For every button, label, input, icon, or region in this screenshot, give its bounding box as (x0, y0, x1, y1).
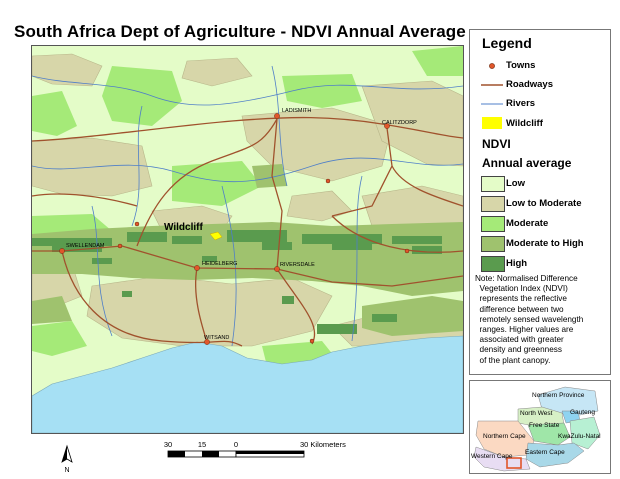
inset-label-eastern-cape: Eastern Cape (525, 449, 565, 456)
map-title: South Africa Dept of Agriculture - NDVI … (14, 22, 466, 41)
towns: LADISMITH CALITZDORP SWELLENDAM HEIDELBE… (59, 108, 417, 345)
wildcliff-label: Wildcliff (164, 222, 203, 233)
town-label-heidelberg: HEIDELBERG (202, 261, 237, 267)
wildcliff-swatch-icon (482, 117, 502, 129)
legend-label-roadways: Roadways (506, 79, 553, 90)
note-line: remotely sensed wavelength (475, 314, 584, 324)
legend-class-label: Low to Moderate (506, 198, 582, 209)
town-heidelberg (194, 265, 200, 271)
legend-title: Legend (482, 35, 532, 51)
legend-label-wildcliff: Wildcliff (506, 118, 543, 129)
province-northern-cape (475, 420, 535, 458)
inset-label-northern-province: Northern Province (532, 392, 585, 399)
town-label-swellendam: SWELLENDAM (66, 243, 105, 249)
note-line: difference between two (475, 304, 564, 314)
legend-class-low: Low (470, 175, 610, 193)
swatch-low-moderate (481, 196, 505, 212)
inset-label-north-west: North West (520, 410, 553, 417)
legend-class-moderate: Moderate (470, 215, 610, 233)
town-dot-icon (489, 63, 495, 69)
inset-label-northern-cape: Northern Cape (483, 433, 526, 440)
swatch-moderate (481, 216, 505, 232)
legend-class-high: High (470, 255, 610, 273)
note-line: of the plant canopy. (475, 355, 551, 365)
legend-item-wildcliff: Wildcliff (470, 115, 610, 133)
north-arrow-icon: N (61, 444, 73, 474)
legend-item-towns: Towns (470, 57, 610, 75)
town-ladismith (274, 113, 280, 119)
note-line: associated with greater (475, 335, 564, 345)
road-line-icon (481, 84, 503, 86)
note-line: Note: Normalised Difference (475, 274, 578, 283)
scale-tick-label: 30 (164, 440, 172, 449)
map-canvas: Wildcliff LADISMITH CALITZDORP SWELLENDA… (32, 46, 463, 433)
legend-item-rivers: Rivers (470, 95, 610, 113)
legend-class-low-moderate: Low to Moderate (470, 195, 610, 213)
town-label-calitzdorp: CALITZDORP (382, 120, 417, 126)
legend-item-roadways: Roadways (470, 76, 610, 94)
legend-panel: Legend Towns Roadways Rivers Wildcliff N… (469, 29, 611, 375)
town-marker (117, 243, 123, 249)
inset-label-kwazulu-natal: KwaZulu-Natal (558, 433, 601, 440)
ndvi-heading: NDVI (482, 137, 511, 151)
town-marker (309, 338, 315, 344)
scale-bar: 30 15 0 30 Kilometers (164, 440, 346, 458)
ndvi-note: Note: Normalised Difference Vegetation I… (475, 274, 607, 366)
inset-canvas: Northern Province Gauteng North West Fre… (471, 386, 601, 472)
ndvi-high-areas (32, 230, 442, 334)
study-area-locator (506, 457, 522, 469)
town-marker (325, 178, 331, 184)
town-calitzdorp (384, 123, 390, 129)
town-label-riversdale: RIVERSDALE (280, 262, 315, 268)
town-marker (134, 221, 140, 227)
scale-tick-label: 30 Kilometers (300, 440, 346, 449)
scale-tick-label: 0 (234, 440, 238, 449)
legend-class-label: Moderate to High (506, 238, 584, 249)
town-label-ladismith: LADISMITH (282, 108, 311, 114)
legend-class-moderate-high: Moderate to High (470, 235, 610, 253)
swatch-high (481, 256, 505, 272)
swatch-low (481, 176, 505, 192)
river-line-icon (481, 103, 503, 105)
town-marker (404, 248, 410, 254)
inset-label-western-cape: Western Cape (471, 453, 513, 460)
locator-inset-map[interactable]: Northern Province Gauteng North West Fre… (469, 380, 611, 474)
north-label: N (64, 467, 69, 474)
legend-class-label: High (506, 258, 528, 269)
note-line: ranges. Higher values are (475, 325, 574, 335)
note-line: density and greenness (475, 345, 562, 355)
legend-class-label: Moderate (506, 218, 549, 229)
wildcliff-area (209, 231, 223, 241)
town-swellendam (59, 248, 65, 254)
swatch-moderate-high (481, 236, 505, 252)
province-free-state (527, 422, 571, 446)
roadways (32, 116, 463, 347)
legend-label-towns: Towns (506, 60, 536, 71)
ndvi-map[interactable]: Wildcliff LADISMITH CALITZDORP SWELLENDA… (31, 45, 464, 434)
scale-tick-label: 15 (198, 440, 206, 449)
town-witsand (204, 339, 210, 345)
inset-label-gauteng: Gauteng (570, 409, 595, 416)
inset-label-free-state: Free State (529, 422, 560, 429)
ocean (32, 335, 463, 433)
ndvi-subheading: Annual average (482, 156, 572, 170)
town-riversdale (274, 266, 280, 272)
province-eastern-cape (525, 442, 585, 468)
note-line: represents the reflective (475, 294, 567, 304)
note-line: Vegetation Index (NDVI) (475, 284, 568, 294)
province-kwazulu-natal (569, 416, 601, 450)
legend-label-rivers: Rivers (506, 98, 536, 109)
town-label-witsand: WITSAND (204, 335, 229, 341)
legend-class-label: Low (506, 178, 525, 189)
